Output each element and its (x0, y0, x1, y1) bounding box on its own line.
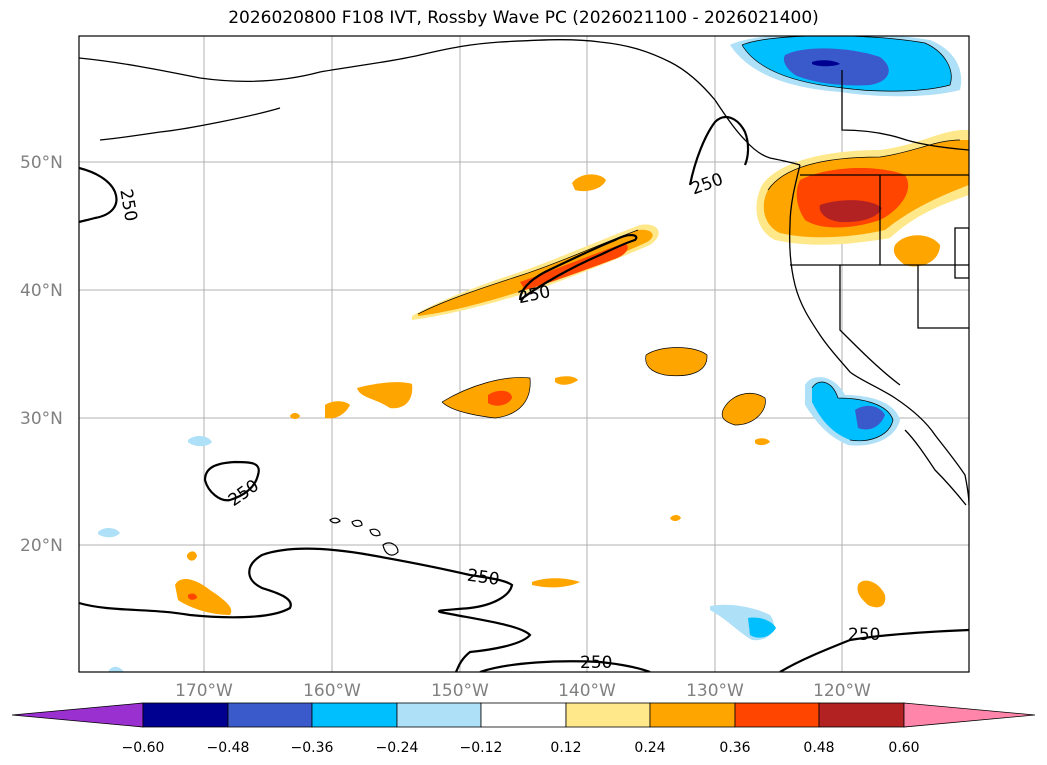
colorbar (11, 702, 1036, 728)
anomaly-mid-3 (357, 382, 413, 409)
anomaly-neg-small-3 (108, 666, 124, 672)
colorbar-bin-2 (227, 702, 313, 728)
colorbar-tick: −0.48 (207, 740, 250, 756)
contour-label-se: 250 (848, 625, 880, 645)
colorbar-extend-left (11, 702, 144, 728)
contour-label-bottom: 250 (580, 653, 612, 673)
anomaly-south-1-red (188, 593, 197, 600)
anomaly-neg-north-navy (812, 60, 840, 67)
lat-label-40: 40°N (20, 281, 63, 301)
anomaly-small-2 (187, 551, 197, 561)
lon-label-140w: 140°W (558, 681, 616, 701)
contour-band (518, 234, 638, 301)
colorbar-tick: 0.60 (888, 740, 919, 756)
lon-label-120w: 120°W (813, 681, 871, 701)
colorbar-tick: −0.36 (291, 740, 334, 756)
colorbar-tick: −0.24 (376, 740, 419, 756)
lat-label-50: 50°N (20, 153, 63, 173)
border-canada (841, 70, 969, 151)
longitude-labels: 170°W 160°W 150°W 140°W 130°W 120°W (175, 681, 871, 701)
lon-label-130w: 130°W (686, 681, 744, 701)
colorbar-bin-9 (818, 702, 905, 728)
map-background (79, 36, 969, 672)
ivt-contours (79, 115, 969, 672)
anomaly-pnw-darkred (819, 200, 882, 223)
colorbar-bin-5 (480, 702, 567, 728)
colorbar-tick: −0.60 (122, 740, 165, 756)
anomaly-band (418, 229, 653, 316)
lon-label-150w: 150°W (431, 681, 489, 701)
colorbar-bin-3 (311, 702, 398, 728)
colorbar-tick: 0.24 (634, 740, 665, 756)
border-states-4 (839, 265, 901, 386)
hawaiian-islands (329, 517, 399, 556)
anomaly-east (893, 235, 940, 267)
colorbar-bin-4 (396, 702, 482, 728)
anomaly-small-3 (670, 515, 681, 521)
anomaly-small-1 (290, 413, 300, 419)
negative-anomaly-regions (98, 36, 962, 672)
contour-hawaii (203, 460, 260, 502)
colorbar-ticks: −0.60 −0.48 −0.36 −0.24 −0.12 0.12 0.24 … (122, 740, 920, 756)
lat-label-30: 30°N (20, 409, 63, 429)
colorbar-bin-6 (565, 702, 651, 728)
coast-aleutians (99, 107, 281, 141)
colorbar-bin-1 (142, 702, 229, 728)
map-frame (78, 35, 970, 673)
lon-label-170w: 170°W (175, 681, 233, 701)
colorbar-bin-8 (734, 702, 820, 728)
anomaly-south-2 (532, 578, 580, 588)
coastlines (79, 39, 969, 506)
colorbar-tick: 0.36 (719, 740, 750, 756)
anomaly-south-1 (175, 578, 232, 615)
contour-label-south: 250 (466, 566, 501, 590)
anomaly-mid-4 (325, 401, 350, 419)
colorbar-tick: 0.12 (550, 740, 581, 756)
contour-se (779, 628, 969, 672)
coast-west-us (789, 164, 969, 506)
contour-topleft (79, 166, 118, 224)
border-states-3 (917, 265, 969, 329)
anomaly-mid-2-red (488, 390, 512, 406)
anomaly-mid-6 (555, 376, 578, 385)
coast-baja (904, 429, 967, 506)
map-title: 2026020800 F108 IVT, Rossby Wave PC (202… (228, 8, 819, 28)
anomaly-neg-ca-blue (855, 405, 885, 430)
colorbar-tick: −0.12 (460, 740, 503, 756)
anomaly-north-small (572, 174, 606, 192)
latitude-labels: 50°N 40°N 30°N 20°N (20, 153, 63, 556)
anomaly-mid-5 (722, 393, 766, 425)
contour-bc (688, 115, 750, 186)
anomaly-neg-small-1 (188, 436, 212, 447)
anomaly-mid-2 (442, 377, 531, 418)
coast-alaska (79, 39, 801, 166)
contour-bottom (479, 660, 651, 672)
anomaly-south-3 (857, 580, 886, 608)
anomaly-neg-north-blue (783, 48, 889, 86)
colorbar-bin-7 (649, 702, 736, 728)
anomaly-neg-south-inner (748, 617, 776, 638)
contour-south (79, 547, 532, 672)
anomaly-neg-small-2 (98, 527, 120, 538)
anomaly-outlines (417, 36, 961, 442)
lat-label-20: 20°N (20, 536, 63, 556)
lon-label-160w: 160°W (303, 681, 361, 701)
anomaly-mid-1 (645, 347, 708, 376)
colorbar-tick: 0.48 (803, 740, 834, 756)
anomaly-mid-7 (755, 438, 770, 446)
border-east (954, 227, 969, 279)
colorbar-extend-right (903, 702, 1036, 728)
